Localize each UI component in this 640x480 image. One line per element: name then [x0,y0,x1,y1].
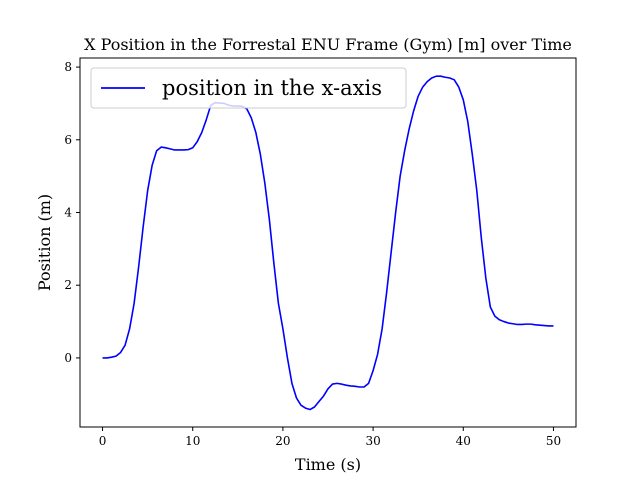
x-tick-label: 20 [275,434,290,448]
x-axis-label: Time (s) [295,455,361,474]
y-axis-ticks: 0 2 4 6 8 [64,60,80,365]
y-tick-label: 8 [64,60,72,74]
x-tick-label: 40 [456,434,471,448]
legend-label: position in the x-axis [162,76,382,100]
x-tick-label: 0 [99,434,107,448]
y-axis-label: Position (m) [35,194,54,291]
x-tick-label: 50 [546,434,561,448]
y-tick-label: 2 [64,278,72,292]
y-tick-label: 6 [64,133,72,147]
x-tick-label: 30 [365,434,380,448]
y-tick-label: 0 [64,351,72,365]
x-axis-ticks: 0 10 20 30 40 50 [99,427,561,448]
chart-title: X Position in the Forrestal ENU Frame (G… [84,35,572,54]
series-line-position-x [102,75,554,411]
plot-area: 0 10 20 30 40 50 0 2 4 6 8 [64,57,577,448]
x-tick-label: 10 [185,434,200,448]
y-tick-label: 4 [64,206,72,220]
legend-box [90,67,407,109]
axes-frame [79,57,577,428]
legend: position in the x-axis [90,67,407,109]
